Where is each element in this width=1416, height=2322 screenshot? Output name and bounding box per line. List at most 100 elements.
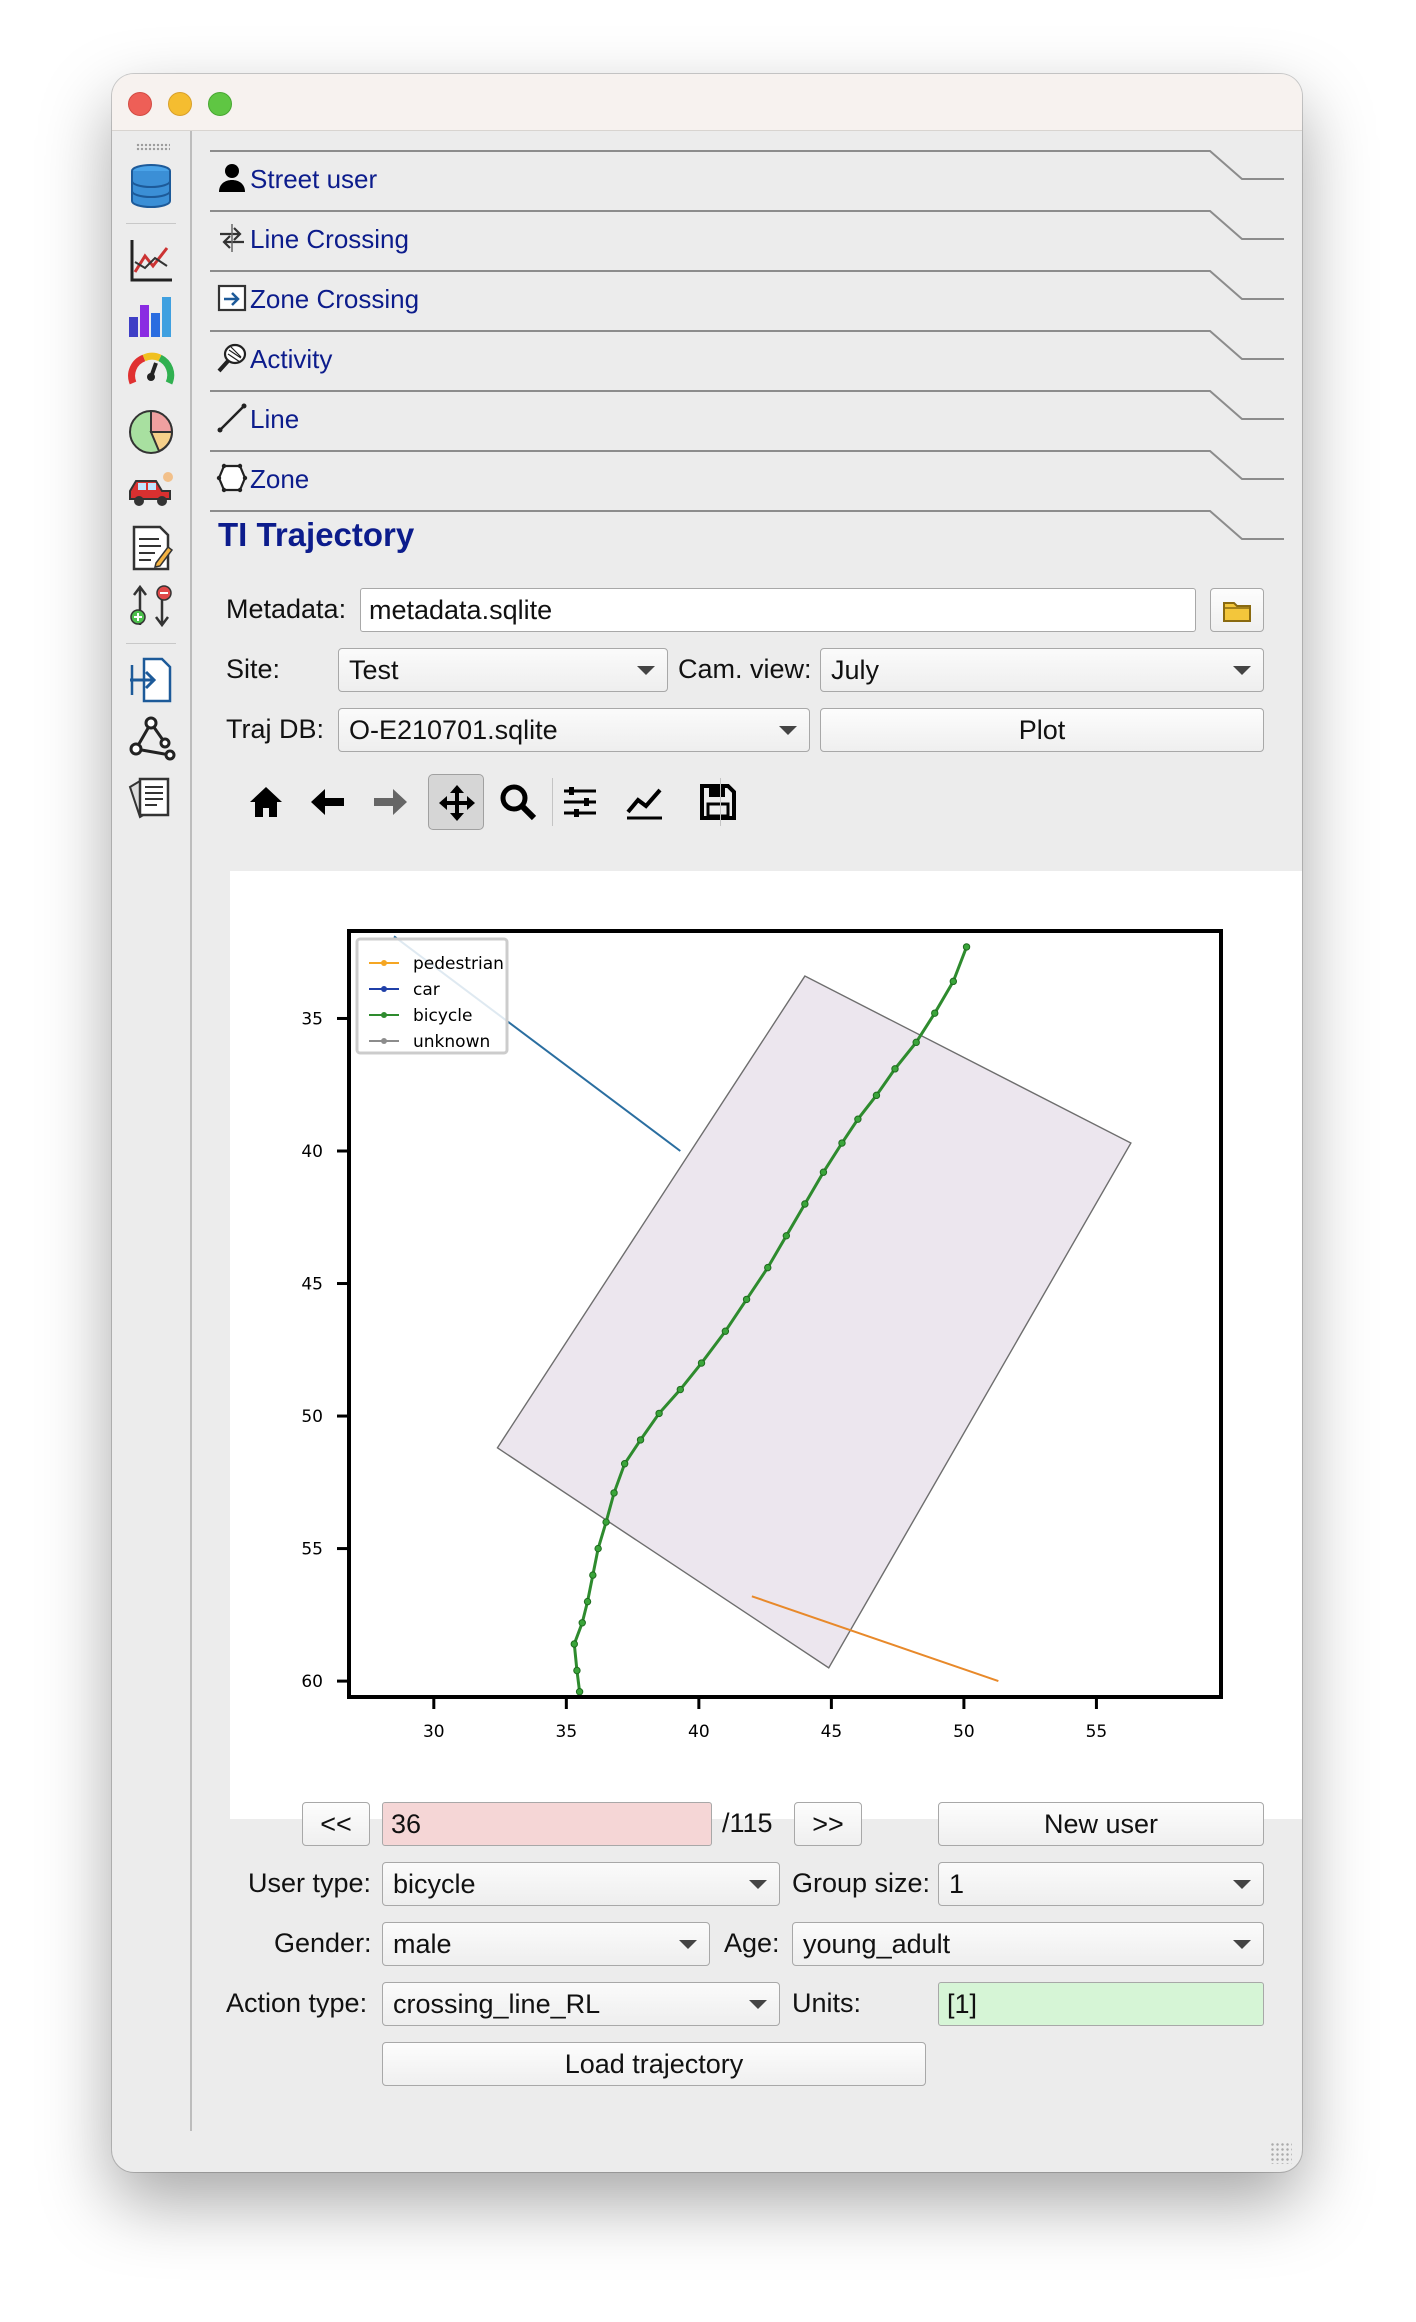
back-button[interactable] — [300, 774, 356, 830]
tab-line-crossing[interactable]: Line Crossing — [210, 210, 1284, 270]
close-window-button[interactable] — [128, 92, 152, 116]
pie-chart-icon[interactable] — [126, 407, 176, 457]
bicycle-point — [610, 1489, 618, 1497]
tab-ti-trajectory[interactable]: TI Trajectory — [210, 510, 1284, 570]
plot-button[interactable]: Plot — [820, 708, 1264, 752]
pan-button[interactable] — [428, 774, 484, 830]
axes-frame — [347, 929, 1223, 1699]
minimize-window-button[interactable] — [168, 92, 192, 116]
person-icon — [219, 164, 245, 192]
bicycle-point — [872, 1091, 881, 1100]
zone-icon — [216, 463, 248, 493]
folder-icon — [1223, 602, 1251, 622]
current-user-field[interactable]: 36 — [382, 1802, 712, 1846]
camview-combo[interactable]: July — [820, 648, 1264, 692]
load-trajectory-button[interactable]: Load trajectory — [382, 2042, 926, 2086]
line-icon — [217, 403, 247, 433]
bicycle-point — [819, 1168, 828, 1176]
sidebar — [112, 131, 192, 2131]
forward-button[interactable] — [362, 774, 418, 830]
pan-icon — [439, 785, 475, 821]
units-label: Units: — [792, 1988, 862, 2018]
action-type-combo[interactable]: crossing_line_RL — [382, 1982, 780, 2026]
bicycle-point — [575, 1687, 584, 1696]
bicycle-point — [962, 943, 971, 951]
y-tick-label: 50 — [301, 1407, 323, 1427]
gender-value: male — [393, 1929, 452, 1959]
bicycle-point — [891, 1065, 899, 1073]
tab-zone[interactable]: Zone — [210, 450, 1284, 510]
bicycle-point — [742, 1295, 751, 1304]
tab-line[interactable]: Line — [210, 390, 1284, 450]
x-tick-label: 50 — [953, 1722, 975, 1742]
toolbar-grip[interactable] — [136, 143, 170, 151]
toolbar-separator — [720, 778, 721, 826]
legend-marker-unknown — [381, 1038, 387, 1044]
group-size-combo[interactable]: 1 — [938, 1862, 1264, 1906]
prev-user-button[interactable]: << — [302, 1802, 370, 1846]
bar-chart-icon[interactable] — [126, 291, 176, 341]
bicycle-point — [578, 1619, 586, 1627]
user-type-combo[interactable]: bicycle — [382, 1862, 780, 1906]
tab-street-user[interactable]: Street user — [210, 150, 1284, 210]
network-icon[interactable] — [126, 713, 176, 763]
legend-label-car: car — [413, 980, 440, 1000]
action-type-value: crossing_line_RL — [393, 1989, 601, 2019]
legend-label-bicycle: bicycle — [413, 1006, 472, 1026]
compare-icon[interactable] — [126, 581, 176, 631]
zoom-window-button[interactable] — [208, 92, 232, 116]
trajdb-label: Traj DB: — [226, 714, 325, 744]
browse-button[interactable] — [1210, 588, 1264, 632]
next-user-button[interactable]: >> — [794, 1802, 862, 1846]
units-field[interactable]: [1] — [938, 1982, 1264, 2026]
new-user-button[interactable]: New user — [938, 1802, 1264, 1846]
site-combo[interactable]: Test — [338, 648, 668, 692]
edit-axis-button[interactable] — [616, 774, 672, 830]
y-tick-label: 55 — [301, 1540, 323, 1560]
documents-icon[interactable] — [126, 771, 176, 821]
vehicle-icon[interactable] — [126, 465, 176, 515]
bicycle-point — [620, 1460, 629, 1468]
zoom-button[interactable] — [490, 774, 546, 830]
metadata-field[interactable]: metadata.sqlite — [360, 588, 1196, 632]
resize-grip[interactable] — [1270, 2142, 1292, 2164]
forward-arrow-icon — [374, 789, 407, 815]
y-tick-label: 45 — [301, 1275, 323, 1295]
import-icon[interactable] — [126, 655, 176, 705]
age-label: Age: — [724, 1928, 780, 1958]
trajectory-plot[interactable]: 30 35 40 45 50 55 35 40 45 50 55 60 pedestrian car bic… — [230, 871, 1302, 1819]
home-button[interactable] — [238, 774, 294, 830]
line-chart-icon[interactable] — [126, 236, 176, 286]
trajdb-combo[interactable]: O-E210701.sqlite — [338, 708, 810, 752]
bicycle-point — [838, 1139, 846, 1147]
plot-toolbar — [238, 774, 838, 830]
edit-axis-icon — [626, 788, 662, 820]
configure-subplots-button[interactable] — [552, 774, 608, 830]
toolbar-separator — [552, 778, 553, 826]
x-tick-label: 30 — [423, 1722, 445, 1742]
tab-zone-crossing[interactable]: Zone Crossing — [210, 270, 1284, 330]
legend-marker-bicycle — [381, 1012, 387, 1018]
zoom-icon — [500, 784, 537, 821]
trajectory-chart: 30 35 40 45 50 55 35 40 45 50 55 60 pedestrian car bic… — [301, 929, 1223, 1742]
gender-combo[interactable]: male — [382, 1922, 710, 1966]
x-tick-label: 35 — [556, 1722, 578, 1742]
tab-activity[interactable]: Activity — [210, 330, 1284, 390]
bicycle-point — [854, 1115, 862, 1123]
bicycle-point — [589, 1571, 597, 1579]
report-icon[interactable] — [126, 523, 176, 573]
user-type-label: User type: — [248, 1868, 372, 1898]
tab-label: Line Crossing — [250, 224, 409, 254]
sidebar-separator — [126, 643, 176, 644]
age-value: young_adult — [803, 1929, 951, 1959]
bicycle-point — [782, 1232, 791, 1240]
bicycle-point — [912, 1038, 920, 1047]
user-type-value: bicycle — [393, 1869, 476, 1899]
y-tick-label: 35 — [301, 1009, 323, 1029]
save-button[interactable] — [690, 774, 746, 830]
action-type-label: Action type: — [226, 1988, 368, 2018]
database-icon[interactable] — [126, 161, 176, 211]
age-combo[interactable]: young_adult — [792, 1922, 1264, 1966]
gauge-icon[interactable] — [126, 349, 176, 399]
y-tick-label: 60 — [301, 1672, 323, 1692]
